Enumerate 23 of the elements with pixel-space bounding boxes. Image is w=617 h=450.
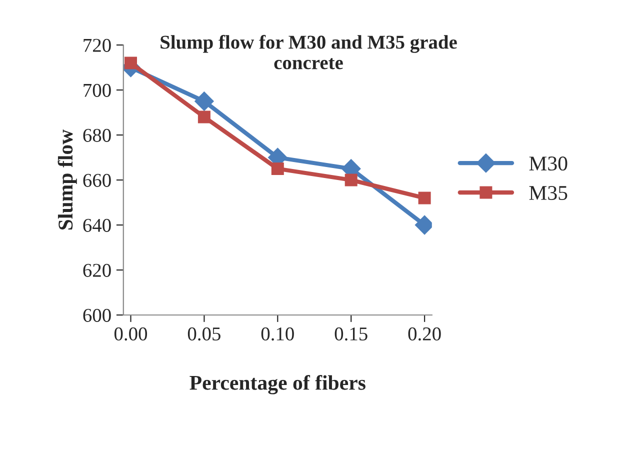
x-tick-label: 0.10: [261, 327, 294, 341]
x-tick-label: 0.05: [188, 327, 220, 341]
x-tick-label: 0.15: [334, 327, 368, 341]
x-tick-label: 0.00: [114, 327, 148, 341]
point: [418, 192, 431, 204]
point: [271, 162, 284, 175]
x-tick-label: 0.20: [408, 327, 441, 341]
chart-title: Slump flow for M30 and M35 grade concrete: [160, 34, 457, 70]
legend-label: M30: [529, 156, 568, 171]
y-tick-label: 660: [83, 174, 111, 187]
legend-label: M35: [529, 186, 568, 200]
point: [344, 174, 358, 186]
y-tick-label: 720: [84, 38, 111, 52]
y-tick-label: 680: [83, 128, 111, 142]
point: [194, 91, 214, 112]
point: [198, 110, 210, 124]
x-axis-title: Percentage of fibers: [190, 374, 366, 394]
y-axis-title: Slump flow: [58, 129, 77, 230]
y-tick-label: 600: [83, 308, 111, 322]
y-tick-label: 640: [83, 218, 111, 232]
point: [124, 56, 137, 70]
y-tick-label: 700: [84, 84, 111, 97]
y-tick-label: 620: [83, 264, 111, 277]
